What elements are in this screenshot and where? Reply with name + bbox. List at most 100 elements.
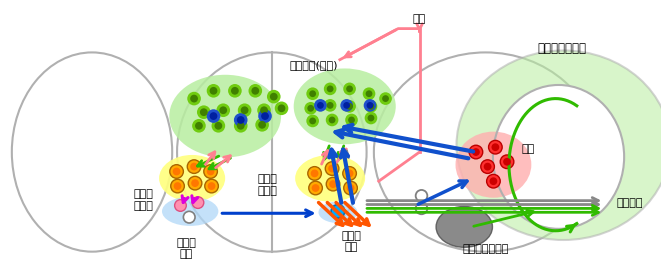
Circle shape [251,87,259,95]
Circle shape [481,160,494,173]
Circle shape [210,87,217,95]
Text: 大脳皮質(外套): 大脳皮質(外套) [289,60,338,70]
Circle shape [346,103,353,110]
Circle shape [346,184,354,192]
Circle shape [308,105,314,112]
Ellipse shape [295,155,365,202]
Circle shape [249,84,262,98]
Circle shape [197,105,210,119]
Circle shape [327,85,334,92]
Circle shape [344,181,357,195]
Circle shape [327,102,334,109]
Circle shape [362,87,375,100]
Circle shape [188,176,202,190]
Circle shape [260,106,268,114]
Circle shape [368,115,375,121]
Text: 感覚情報の中継: 感覚情報の中継 [462,244,509,254]
Circle shape [234,119,247,132]
Circle shape [190,163,198,170]
Circle shape [275,101,288,115]
Circle shape [171,179,184,193]
Circle shape [304,102,317,115]
Circle shape [258,109,272,123]
Circle shape [257,103,271,117]
Circle shape [255,118,269,132]
Circle shape [340,99,353,112]
Circle shape [314,99,327,112]
Circle shape [364,112,377,124]
Circle shape [382,95,389,102]
Circle shape [241,106,249,114]
Circle shape [195,122,203,130]
Circle shape [188,160,201,173]
Circle shape [308,167,322,180]
Circle shape [317,102,324,109]
Ellipse shape [159,155,225,202]
Circle shape [207,84,220,98]
Circle shape [270,93,277,100]
Circle shape [326,177,340,191]
Circle shape [237,116,245,124]
Circle shape [309,181,322,195]
Circle shape [343,82,356,95]
Text: 視床: 視床 [522,144,535,154]
Circle shape [231,87,239,95]
Circle shape [326,114,338,126]
Circle shape [469,145,482,159]
Text: 淡蒼球
内節: 淡蒼球 内節 [342,231,361,252]
Circle shape [343,102,350,109]
Circle shape [214,122,222,130]
Ellipse shape [436,206,492,247]
Circle shape [329,117,336,123]
Ellipse shape [318,202,357,223]
Circle shape [328,165,336,173]
Ellipse shape [493,85,624,229]
Circle shape [484,163,492,170]
Ellipse shape [162,197,218,226]
Circle shape [258,121,266,129]
Circle shape [267,90,281,103]
Text: 視覚・運動中枢: 視覚・運動中枢 [537,42,586,55]
Circle shape [379,92,392,105]
Circle shape [329,180,337,188]
Circle shape [306,115,319,127]
Circle shape [173,167,180,175]
Circle shape [261,112,269,120]
Circle shape [324,82,336,95]
Circle shape [204,165,217,178]
Circle shape [228,84,242,98]
Text: 小脳: 小脳 [413,14,426,24]
Circle shape [324,99,336,112]
Circle shape [192,197,204,208]
Circle shape [191,179,199,187]
Circle shape [503,158,511,166]
Circle shape [311,170,318,177]
Circle shape [205,179,218,193]
Circle shape [486,174,500,188]
Circle shape [346,85,353,92]
Text: 線条体
直接路: 線条体 直接路 [258,174,278,196]
Circle shape [492,143,499,151]
Circle shape [184,211,195,223]
Circle shape [306,87,319,100]
Circle shape [170,165,184,178]
Circle shape [234,113,247,127]
Circle shape [346,170,354,177]
Circle shape [364,100,377,113]
Circle shape [175,200,186,211]
Circle shape [310,118,316,124]
Circle shape [366,102,373,109]
Circle shape [343,167,356,180]
Circle shape [208,182,216,190]
Circle shape [238,103,251,117]
Circle shape [415,190,427,202]
Ellipse shape [456,50,670,240]
Circle shape [310,90,316,97]
Ellipse shape [170,75,281,157]
Ellipse shape [456,132,531,198]
Circle shape [219,106,227,114]
Circle shape [192,119,206,132]
Text: 視床下部: 視床下部 [617,198,643,207]
Circle shape [472,148,480,156]
Circle shape [174,182,182,190]
